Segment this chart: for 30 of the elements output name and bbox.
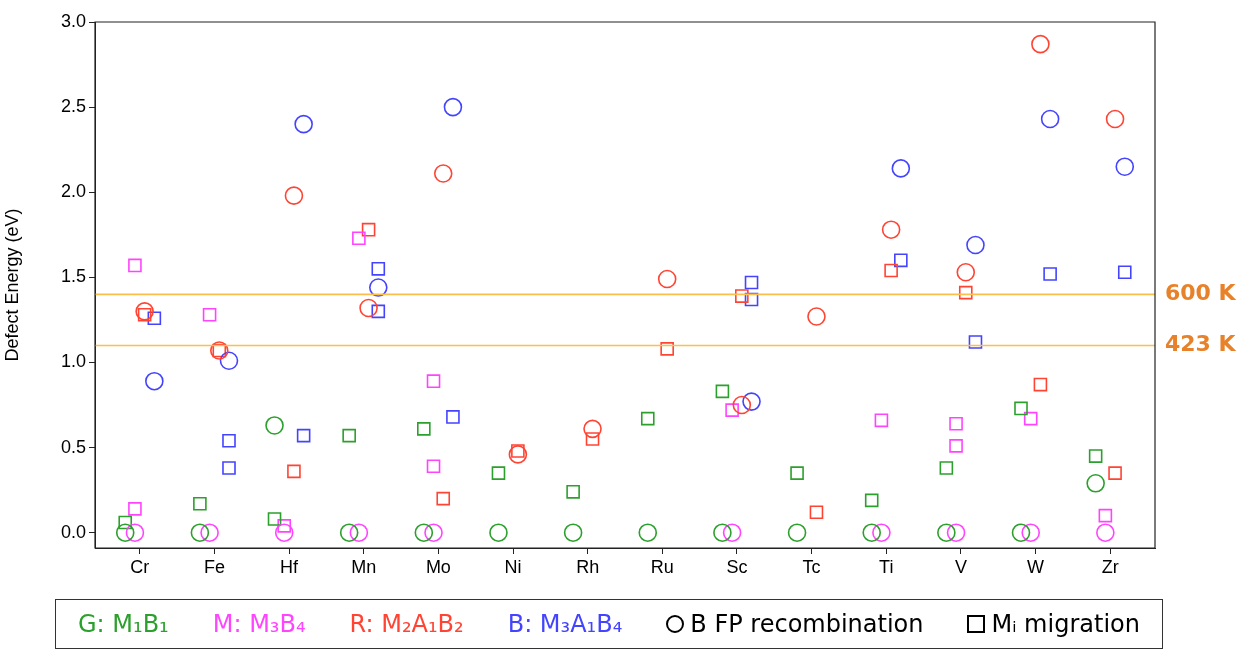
- x-tick-label: Rh: [576, 556, 600, 577]
- x-tick-label: Cr: [130, 556, 150, 577]
- y-tick-label: 2.5: [60, 96, 86, 117]
- x-tick-label: V: [954, 556, 967, 577]
- ref-line-label: 423 K: [1165, 331, 1237, 357]
- text: Mᵢ migration: [991, 610, 1140, 638]
- x-tick-label: Mn: [351, 556, 377, 577]
- ref-line-label: 600 K: [1165, 280, 1237, 306]
- x-tick-label: Ru: [650, 556, 674, 577]
- y-tick-label: 1.0: [60, 351, 86, 372]
- x-tick-label: Zr: [1101, 556, 1119, 577]
- y-tick-label: 0.5: [60, 436, 86, 457]
- text: R: M₂A₁B₂: [349, 610, 464, 638]
- x-tick-label: Sc: [726, 556, 748, 577]
- text: M: M₃B₄: [212, 610, 306, 638]
- x-tick-label: Mo: [425, 556, 451, 577]
- x-tick-label: Tc: [802, 556, 821, 577]
- text: B: M₃A₁B₄: [507, 610, 623, 638]
- y-tick-label: 2.0: [60, 181, 86, 202]
- x-tick-label: Ti: [879, 556, 894, 577]
- y-tick-label: 3.0: [60, 10, 86, 31]
- x-tick-label: Fe: [203, 556, 225, 577]
- text: G: M₁B₁: [78, 610, 169, 638]
- text: B FP recombination: [690, 610, 924, 638]
- x-tick-label: W: [1027, 556, 1045, 577]
- x-tick-label: Ni: [504, 556, 522, 577]
- x-tick-label: Hf: [280, 556, 300, 577]
- y-tick-label: 1.5: [60, 266, 86, 287]
- y-tick-label: 0.0: [60, 521, 86, 542]
- y-axis-title: Defect Energy (eV): [1, 208, 22, 362]
